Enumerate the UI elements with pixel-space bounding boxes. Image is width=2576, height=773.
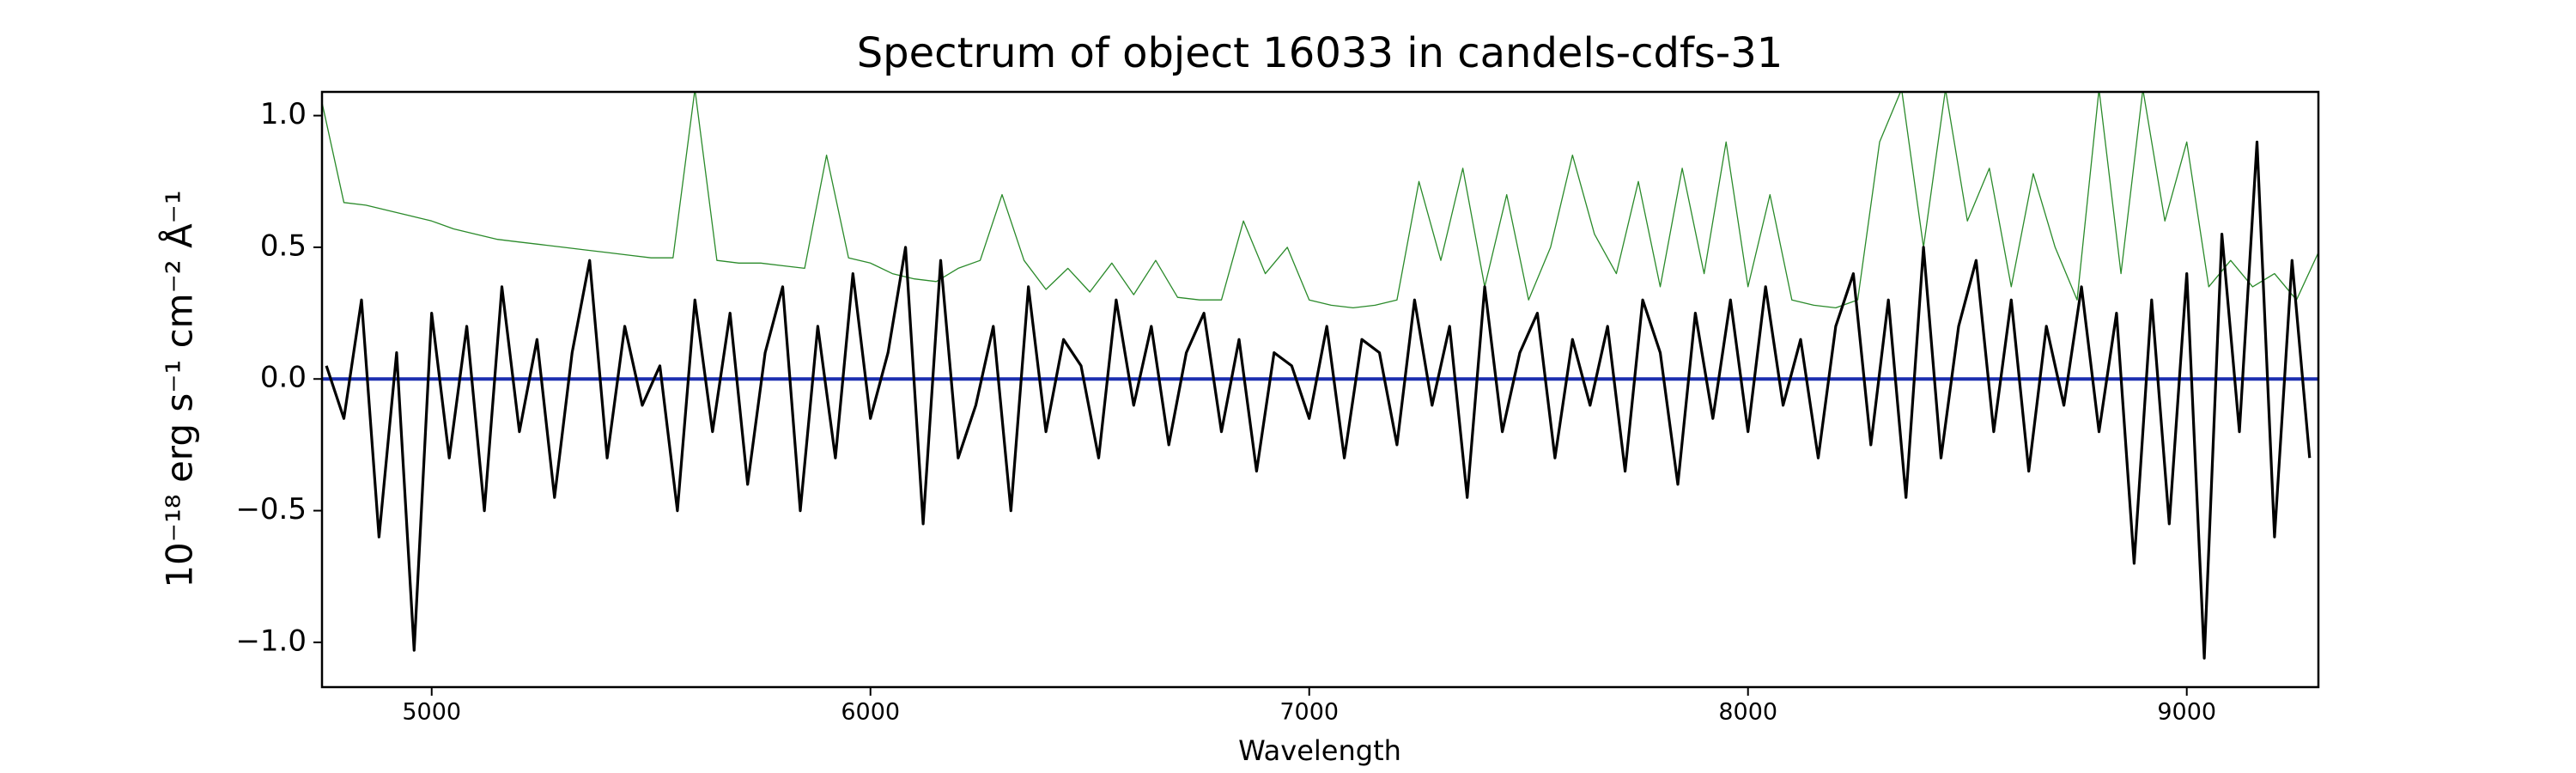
x-tick-label: 9000	[2157, 699, 2216, 726]
y-tick-label: 0.5	[260, 228, 307, 263]
y-axis-label: 10⁻¹⁸ erg s⁻¹ cm⁻² Å⁻¹	[158, 190, 201, 587]
x-axis-label: Wavelength	[1238, 734, 1401, 767]
y-tick-label: 1.0	[260, 97, 307, 131]
x-tick-label: 5000	[402, 699, 461, 726]
spectrum-line	[322, 92, 2318, 309]
spectrum-line	[325, 140, 2312, 660]
x-tick-label: 6000	[841, 699, 900, 726]
plot-area	[322, 92, 2318, 660]
y-tick-label: −0.5	[235, 492, 307, 526]
y-tick-label: −1.0	[235, 624, 307, 658]
x-tick-label: 8000	[1718, 699, 1777, 726]
y-tick-label: 0.0	[260, 361, 307, 395]
plot-frame	[320, 90, 2320, 689]
chart-title: Spectrum of object 16033 in candels-cdfs…	[857, 29, 1783, 77]
x-tick-label: 7000	[1279, 699, 1339, 726]
